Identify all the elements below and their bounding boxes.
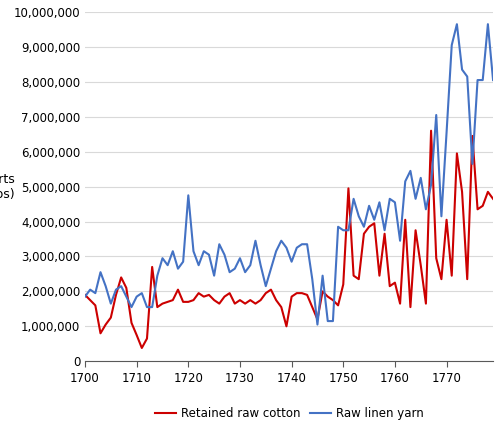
Raw linen yarn	[330, 318, 336, 323]
Retained raw cotton	[335, 303, 341, 308]
Raw linen yarn	[366, 203, 372, 208]
Line: Retained raw cotton: Retained raw cotton	[85, 131, 493, 348]
Retained raw cotton	[350, 273, 356, 278]
Raw linen yarn	[263, 283, 269, 289]
Raw linen yarn	[448, 42, 454, 48]
Retained raw cotton	[82, 292, 88, 298]
Retained raw cotton	[139, 346, 145, 351]
Line: Raw linen yarn: Raw linen yarn	[85, 24, 493, 325]
Raw linen yarn	[82, 294, 88, 299]
Retained raw cotton	[490, 196, 496, 201]
Retained raw cotton	[366, 224, 372, 230]
Raw linen yarn	[335, 224, 341, 230]
Raw linen yarn	[314, 322, 320, 327]
Retained raw cotton	[454, 151, 460, 156]
Raw linen yarn	[490, 77, 496, 82]
Y-axis label: Imports
(lbs): Imports (lbs)	[0, 173, 16, 201]
Legend: Retained raw cotton, Raw linen yarn: Retained raw cotton, Raw linen yarn	[150, 403, 428, 425]
Retained raw cotton	[268, 287, 274, 292]
Raw linen yarn	[454, 22, 460, 27]
Raw linen yarn	[350, 196, 356, 201]
Retained raw cotton	[428, 128, 434, 133]
Retained raw cotton	[330, 298, 336, 303]
